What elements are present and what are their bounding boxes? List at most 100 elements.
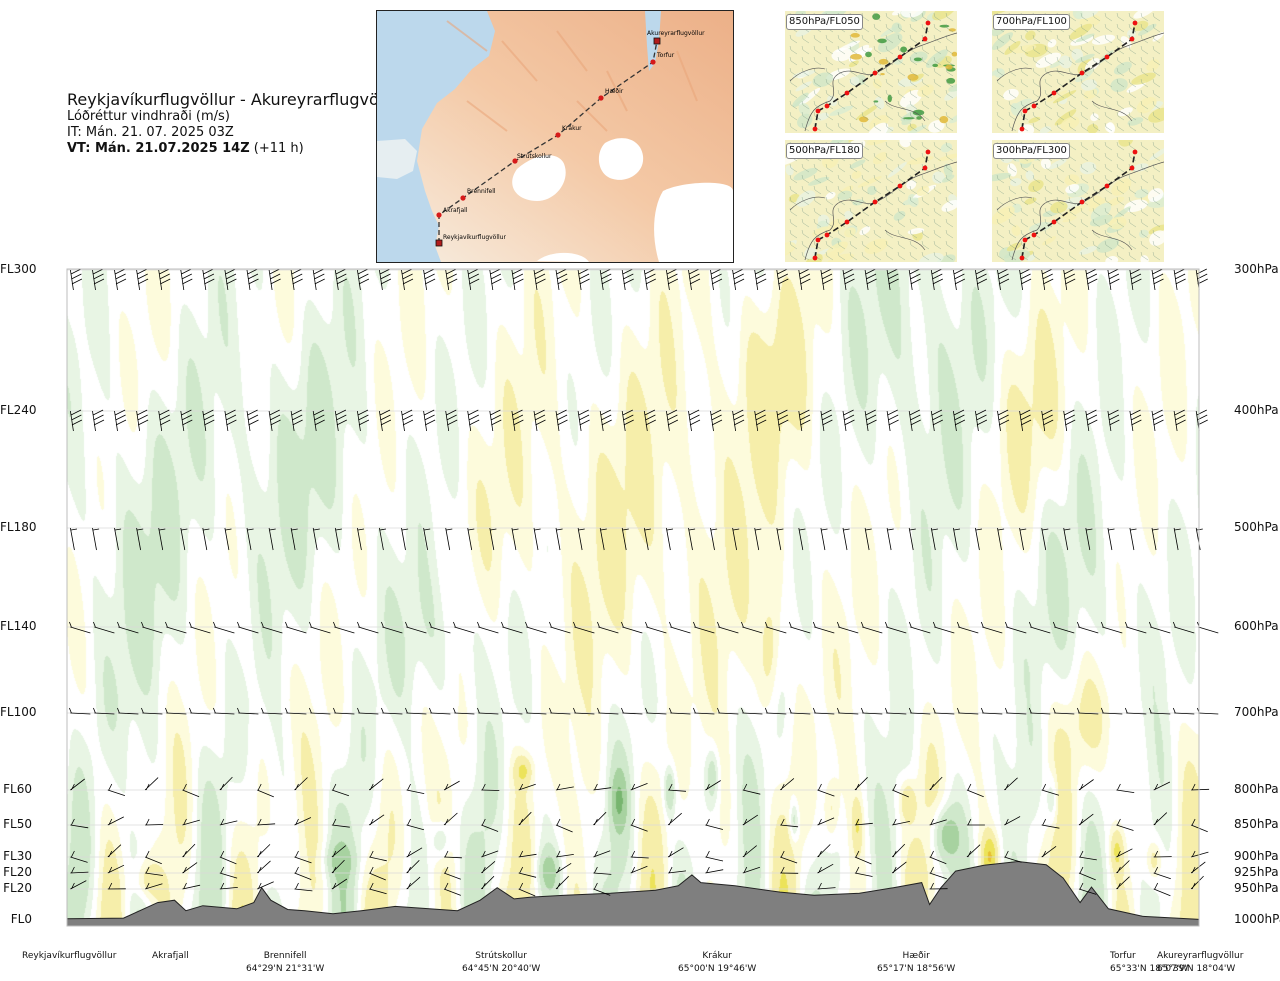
wind-barb [668, 783, 687, 792]
wind-barb [854, 866, 873, 877]
level-label-right: 800hPa [1234, 782, 1279, 796]
wind-barb [908, 707, 931, 715]
wind-barb [70, 866, 89, 874]
wind-barb [165, 621, 187, 634]
wind-barb [854, 818, 873, 826]
wind-barb [860, 621, 883, 634]
wind-barb [754, 409, 767, 432]
wind-barb [555, 783, 574, 791]
wind-barb [357, 268, 370, 291]
wind-barb [593, 882, 611, 896]
wind-barb [555, 818, 573, 833]
wind-barb [732, 527, 740, 551]
wind-barb [705, 780, 721, 791]
wind-barb [261, 621, 283, 634]
map-label-akureyri: Akureyrarflugvöllur [647, 30, 705, 37]
wind-barb [705, 850, 724, 862]
map-label-akrafjall: Akrafjall [443, 207, 468, 214]
wind-barb [268, 268, 281, 291]
wind-barb [357, 621, 379, 634]
wind-barb [645, 621, 667, 634]
wind-barb [630, 818, 648, 832]
station-coord: 65°39'N 18°04'W [1157, 964, 1236, 974]
wind-barb [643, 268, 656, 291]
level-label-right: 500hPa [1234, 520, 1279, 534]
wind-barb [1190, 861, 1206, 874]
map-label-strutskollur: Strútskollur [517, 153, 552, 160]
wind-barb [555, 409, 568, 432]
wind-barb [224, 268, 237, 291]
level-map-700[interactable]: 700hPa/FL100 [992, 11, 1164, 133]
wind-barb [621, 527, 629, 551]
wind-barb [237, 707, 259, 715]
wind-barb [666, 527, 674, 551]
wind-barb [1153, 866, 1171, 880]
wind-barb [817, 863, 834, 874]
wind-barb [202, 527, 210, 551]
wind-barb [764, 621, 787, 634]
wind-barb [182, 843, 196, 858]
wind-barb [1129, 268, 1142, 291]
wind-barb [1028, 707, 1051, 715]
wind-barb [136, 409, 149, 432]
station-coord: 64°29'N 21°31'W [246, 964, 325, 974]
wind-barb [788, 707, 811, 715]
level-label-right: 700hPa [1234, 705, 1279, 719]
wind-barb [467, 527, 475, 551]
wind-barb [467, 409, 480, 432]
level-map-500-image [785, 140, 957, 262]
wind-barb [1078, 882, 1097, 895]
wind-barb [817, 844, 831, 858]
wind-barb [1019, 527, 1027, 551]
wind-barb [1107, 268, 1120, 291]
wind-barb [268, 527, 276, 551]
level-label-right: 1000hPa [1234, 912, 1280, 926]
wind-barb [331, 845, 347, 858]
station-coord: 65°17'N 18°56'W [877, 964, 956, 974]
wind-barb [688, 527, 696, 551]
wind-barb [764, 707, 787, 715]
wind-barb [975, 268, 988, 291]
level-label-left: FL0 [10, 912, 32, 926]
wind-barb [237, 621, 259, 634]
wind-barb [1190, 875, 1204, 890]
wind-barb [1041, 783, 1060, 796]
wind-barb [1078, 779, 1094, 791]
wind-barb [445, 527, 453, 551]
route-map[interactable]: Reykjavíkurflugvöllur Akrafjall Brennife… [376, 10, 734, 263]
level-map-700-label: 700hPa/FL100 [993, 14, 1070, 30]
wind-barb [331, 818, 350, 828]
wind-barb [1173, 409, 1186, 432]
wind-barb [92, 268, 105, 291]
wind-barb [401, 527, 409, 551]
wind-barb [667, 812, 682, 826]
level-label-left: FL50 [3, 817, 32, 831]
wind-barb [820, 409, 833, 432]
wind-barb [886, 409, 899, 432]
level-map-850[interactable]: 850hPa/FL050 [785, 11, 957, 133]
wind-barb [309, 621, 331, 634]
wind-barb [908, 268, 921, 291]
wind-barb [555, 527, 563, 551]
level-label-left: FL30 [3, 849, 32, 863]
wind-barb [630, 850, 649, 859]
wind-barb [1063, 527, 1071, 551]
level-map-500[interactable]: 500hPa/FL180 [785, 140, 957, 262]
wind-barb [621, 621, 643, 634]
wind-barb [776, 409, 789, 432]
level-label-left: FL20 [3, 865, 32, 879]
wind-barb [997, 268, 1010, 291]
wind-barb [256, 860, 271, 874]
wind-barb [555, 862, 572, 874]
wind-barb [1172, 707, 1195, 715]
station-name: Hæðir [902, 951, 930, 961]
wind-barb [114, 409, 127, 432]
wind-barb [481, 860, 496, 874]
level-map-300[interactable]: 300hPa/FL300 [992, 140, 1164, 262]
wind-barb [501, 621, 523, 634]
wind-barb [932, 707, 955, 715]
wind-barb [368, 814, 385, 826]
wind-barb [158, 268, 171, 291]
wind-barb [1190, 850, 1209, 858]
wind-barb [1153, 812, 1168, 826]
